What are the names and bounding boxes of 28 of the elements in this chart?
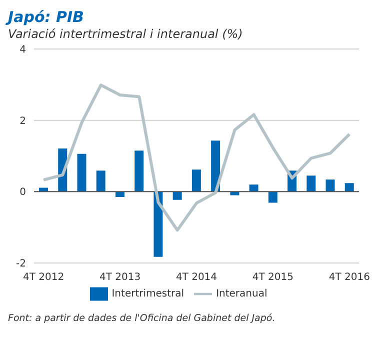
bar [306, 176, 316, 192]
y-tick-label: 0 [20, 187, 26, 198]
legend-label: Intertrimestral [112, 288, 184, 300]
line-series [42, 84, 351, 232]
bar [192, 170, 201, 192]
bar [96, 170, 106, 192]
x-tick-label: 4T 2016 [328, 272, 370, 284]
x-tick-label: 4T 2012 [23, 272, 64, 284]
x-tick-label: 4T 2013 [99, 272, 141, 284]
x-tick-label: 4T 2015 [252, 272, 294, 284]
bar [249, 184, 258, 192]
bar [77, 154, 86, 192]
bar [268, 192, 278, 203]
bar [211, 140, 220, 192]
chart-title: Japó: PIB [8, 8, 85, 26]
bar [326, 180, 335, 192]
y-tick-label: -2 [16, 258, 26, 270]
chart-subtitle: Variació intertrimestral i interanual (%) [8, 27, 244, 41]
legend-label: Interanual [216, 288, 268, 300]
bar [134, 150, 144, 192]
bar [344, 183, 354, 192]
text: Font: a partir de dades de l'Oficina del Gabinet del Japó. [8, 313, 276, 324]
bar [154, 192, 163, 257]
x-tick-label: 4T 2014 [176, 272, 218, 284]
bar [115, 192, 124, 198]
y-tick-label: 4 [20, 44, 26, 56]
y-tick-label: 2 [20, 116, 26, 127]
bar [172, 192, 182, 200]
